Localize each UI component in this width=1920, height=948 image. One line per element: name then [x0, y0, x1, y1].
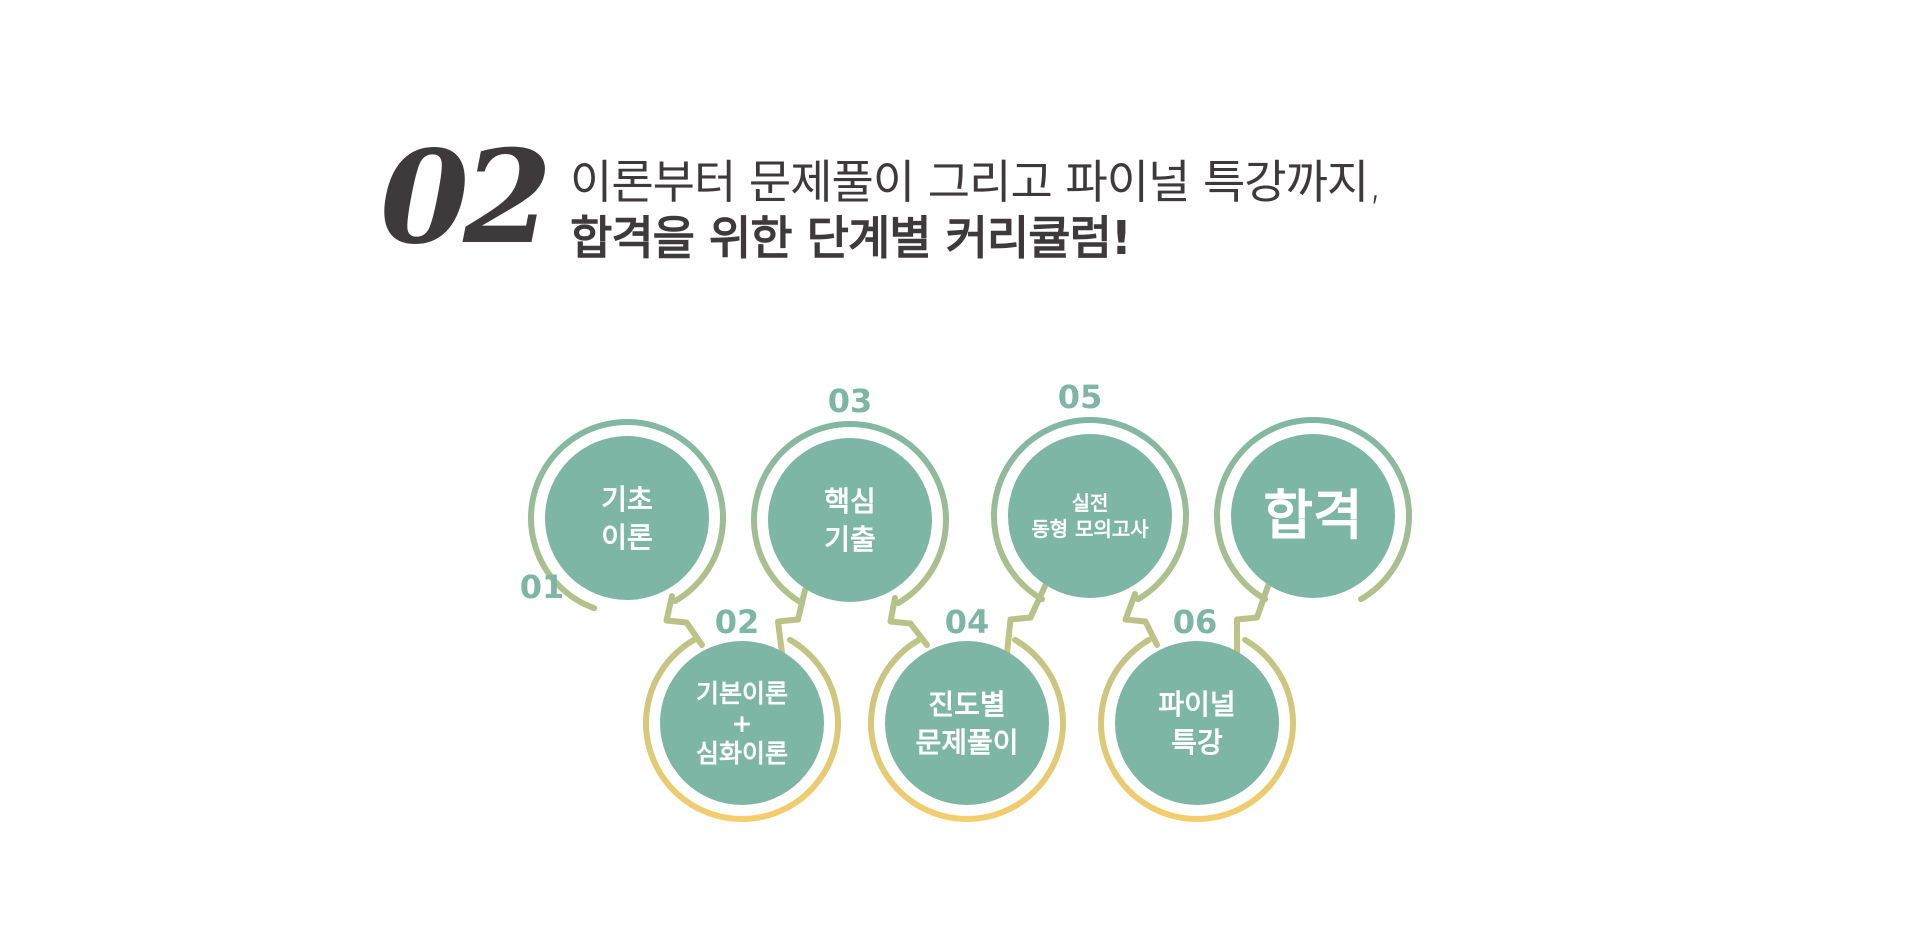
goal-label: 합격	[1263, 484, 1362, 547]
step-label-line: 기출	[824, 523, 876, 556]
step-label-line: 기초	[601, 483, 653, 516]
step-label-line: +	[732, 709, 753, 738]
step-label-line: 핵심	[824, 485, 876, 518]
step-circle	[768, 438, 932, 602]
step-label-line: 이론	[601, 521, 653, 554]
step-number: 06	[1173, 603, 1218, 641]
step-circle	[1115, 641, 1279, 805]
heading-line-1: 이론부터 문제풀이 그리고 파이널 특강까지,	[570, 155, 1383, 209]
step-label-line: 문제풀이	[915, 726, 1018, 759]
step-circle	[1008, 434, 1172, 598]
step-label-line: 동형 모의고사	[1031, 517, 1149, 541]
step-ring	[1214, 417, 1412, 603]
step-ring	[868, 636, 1066, 822]
step-ring	[528, 419, 726, 612]
step-ring	[991, 417, 1189, 603]
step-number: 02	[715, 603, 760, 641]
step-number: 05	[1058, 378, 1103, 416]
section-number: 02	[380, 123, 552, 273]
heading-line-2: 합격을 위한 단계별 커리큘럼!	[570, 211, 1132, 265]
step-label-line: 진도별	[928, 688, 1005, 721]
step-ring	[751, 421, 949, 607]
step-number: 04	[945, 603, 990, 641]
step-label-line: 심화이론	[696, 739, 788, 768]
connector-line	[1234, 583, 1271, 656]
step-label-line: 특강	[1171, 726, 1223, 759]
connector-line	[887, 595, 930, 648]
connector-line	[1122, 591, 1160, 648]
connector-line	[663, 593, 705, 648]
step-circle	[660, 641, 824, 805]
step-circle	[885, 641, 1049, 805]
step-label-line: 실전	[1072, 491, 1109, 515]
step-label-line: 파이널	[1158, 688, 1235, 721]
connector-line	[1004, 583, 1048, 656]
step-circles	[545, 434, 1395, 805]
step-ring	[1098, 636, 1296, 822]
step-number: 01	[520, 568, 565, 606]
step-label-line: 기본이론	[696, 679, 788, 708]
step-ring	[643, 636, 841, 822]
step-circle	[545, 436, 709, 600]
goal-circle	[1231, 434, 1395, 598]
step-number: 03	[828, 382, 873, 420]
section-heading: 02 이론부터 문제풀이 그리고 파이널 특강까지, 합격을 위한 단계별 커리…	[380, 134, 1580, 278]
connector-rings	[528, 417, 1412, 822]
